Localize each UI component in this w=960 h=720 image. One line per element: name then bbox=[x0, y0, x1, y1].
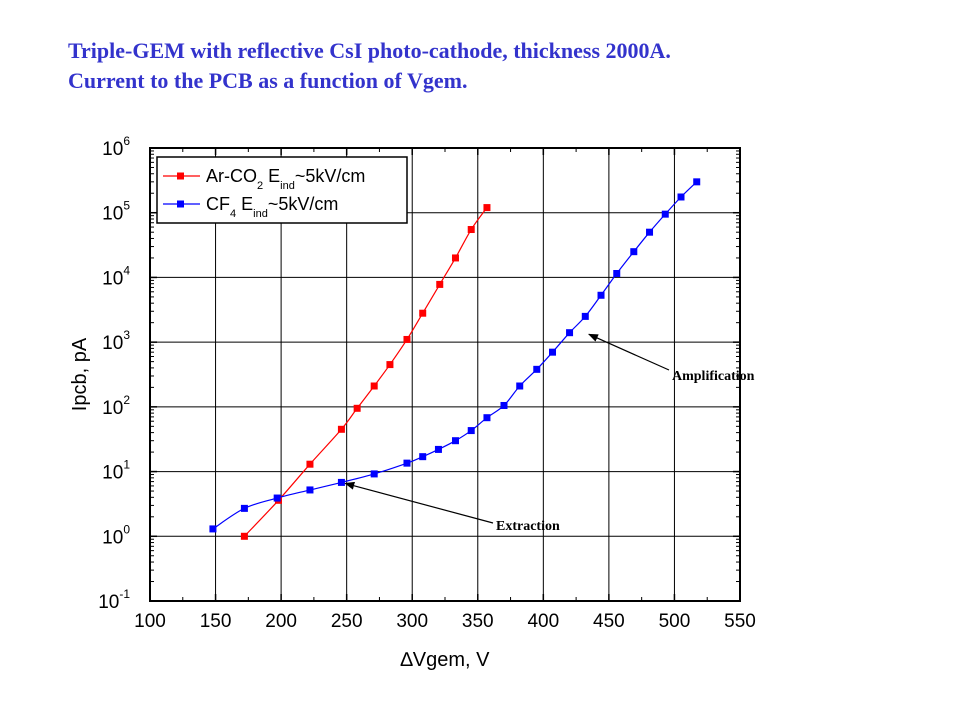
x-tick-label: 350 bbox=[462, 611, 494, 632]
annotation-arrow bbox=[588, 333, 670, 371]
y-tick-label: 100 bbox=[102, 522, 130, 548]
data-point bbox=[597, 291, 605, 299]
data-point bbox=[613, 270, 621, 278]
annotation-label: Extraction bbox=[496, 519, 560, 534]
data-point bbox=[533, 365, 541, 373]
chart-title: Triple-GEM with reflective CsI photo-cat… bbox=[68, 36, 928, 96]
x-tick-label: 100 bbox=[134, 611, 166, 632]
data-point bbox=[436, 280, 444, 288]
data-point bbox=[646, 228, 654, 236]
data-point bbox=[370, 470, 378, 478]
legend-label: CF4 Eind~5kV/cm bbox=[206, 194, 338, 220]
data-point bbox=[677, 193, 685, 201]
data-point bbox=[273, 494, 281, 502]
legend-marker bbox=[177, 200, 184, 208]
y-tick-label: 106 bbox=[102, 134, 130, 160]
data-point bbox=[467, 427, 475, 435]
y-tick-label: 105 bbox=[102, 199, 130, 225]
legend-box bbox=[156, 156, 408, 224]
x-tick-label: 250 bbox=[331, 611, 363, 632]
annotation-label: Amplification bbox=[672, 369, 755, 384]
title-line-1: Triple-GEM with reflective CsI photo-cat… bbox=[68, 38, 671, 63]
data-point bbox=[337, 478, 345, 486]
data-point bbox=[337, 425, 345, 433]
x-tick-label: 400 bbox=[527, 611, 559, 632]
y-tick-label: 10-1 bbox=[98, 587, 130, 613]
data-point bbox=[451, 437, 459, 445]
annotations: Amplification Extraction bbox=[344, 333, 755, 534]
annotation-arrow bbox=[344, 481, 494, 524]
data-point bbox=[209, 525, 217, 533]
grid bbox=[150, 148, 740, 601]
data-point bbox=[306, 460, 314, 468]
series-layer bbox=[209, 178, 701, 540]
data-point bbox=[500, 401, 508, 409]
x-axis-label: ∆Vgem, V bbox=[401, 649, 491, 671]
x-tick-label: 200 bbox=[265, 611, 297, 632]
data-point bbox=[419, 309, 427, 317]
legend-marker bbox=[177, 172, 184, 180]
data-point bbox=[467, 226, 475, 234]
x-tick-label: 150 bbox=[200, 611, 232, 632]
data-point bbox=[483, 204, 491, 212]
data-point bbox=[549, 348, 557, 356]
x-tick-label: 300 bbox=[396, 611, 428, 632]
y-tick-label: 102 bbox=[102, 393, 130, 419]
x-tick-label: 550 bbox=[724, 611, 756, 632]
data-point bbox=[630, 248, 638, 256]
data-point bbox=[581, 312, 589, 320]
x-tick-label: 500 bbox=[659, 611, 691, 632]
data-point bbox=[451, 254, 459, 262]
title-line-2: Current to the PCB as a function of Vgem… bbox=[68, 68, 468, 93]
legend-label: Ar-CO2 Eind~5kV/cm bbox=[206, 166, 365, 192]
y-tick-label: 101 bbox=[102, 458, 130, 484]
data-point bbox=[661, 210, 669, 218]
series-line bbox=[212, 181, 698, 530]
data-point bbox=[693, 178, 701, 186]
data-point bbox=[434, 445, 442, 453]
data-point bbox=[370, 382, 378, 390]
data-point bbox=[403, 459, 411, 467]
y-tick-label: 103 bbox=[102, 328, 130, 354]
data-point bbox=[240, 504, 248, 512]
data-point bbox=[566, 329, 574, 337]
x-tick-label: 450 bbox=[593, 611, 625, 632]
y-axis-label: Ipcb, pA bbox=[69, 337, 91, 411]
data-point bbox=[306, 486, 314, 494]
data-point bbox=[353, 404, 361, 412]
y-tick-label: 104 bbox=[102, 263, 130, 289]
data-point bbox=[240, 532, 248, 540]
data-point bbox=[403, 335, 411, 343]
data-point bbox=[386, 361, 394, 369]
data-point bbox=[483, 414, 491, 422]
data-point bbox=[516, 382, 524, 390]
data-point bbox=[419, 453, 427, 461]
ticks-layer: 100 150 200 250 300 350 400 450 500 55010-1100101… bbox=[69, 134, 756, 671]
